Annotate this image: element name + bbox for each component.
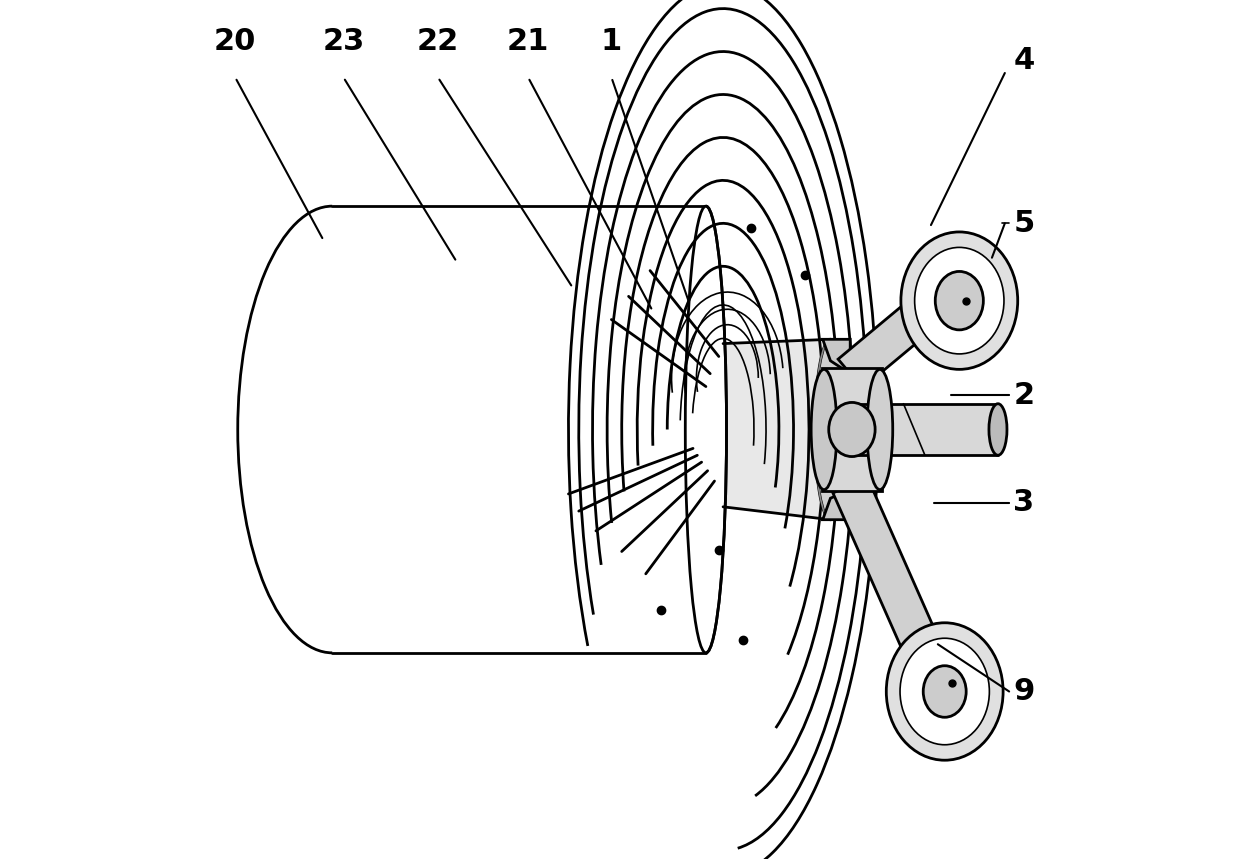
Text: 4: 4 — [1013, 46, 1034, 75]
Polygon shape — [833, 478, 940, 656]
Ellipse shape — [924, 666, 966, 717]
Polygon shape — [714, 339, 831, 520]
Text: 23: 23 — [322, 27, 365, 56]
Ellipse shape — [686, 206, 727, 653]
Text: 5: 5 — [1013, 209, 1034, 238]
Polygon shape — [838, 286, 950, 388]
Ellipse shape — [867, 369, 893, 490]
Text: 22: 22 — [417, 27, 459, 56]
Text: 1: 1 — [601, 27, 622, 56]
Ellipse shape — [811, 369, 837, 490]
Ellipse shape — [990, 404, 1007, 455]
Ellipse shape — [915, 247, 1004, 354]
Ellipse shape — [828, 402, 875, 457]
Text: 21: 21 — [507, 27, 549, 56]
Text: 3: 3 — [1013, 488, 1034, 517]
Ellipse shape — [815, 339, 846, 520]
Polygon shape — [852, 404, 998, 455]
FancyBboxPatch shape — [822, 368, 882, 491]
Polygon shape — [822, 339, 851, 374]
Polygon shape — [822, 490, 851, 520]
Ellipse shape — [935, 271, 983, 330]
Text: 9: 9 — [1013, 677, 1035, 706]
Ellipse shape — [887, 623, 1003, 760]
Ellipse shape — [900, 638, 990, 745]
Ellipse shape — [901, 232, 1018, 369]
Text: 20: 20 — [215, 27, 257, 56]
Text: 2: 2 — [1013, 381, 1034, 410]
